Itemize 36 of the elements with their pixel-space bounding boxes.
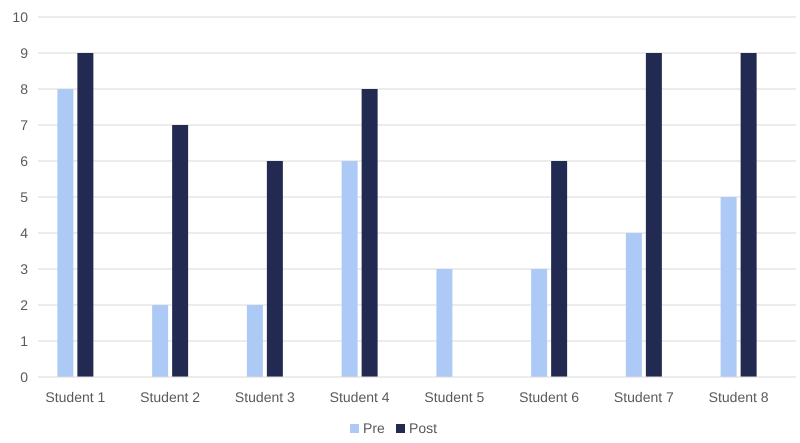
bar [172,125,188,377]
x-tick-label: Student 6 [519,389,580,405]
bar [740,53,757,377]
x-tick-label: Student 8 [708,389,769,405]
legend-label: Post [409,420,438,436]
y-tick-label: 1 [20,332,28,349]
bar [57,89,74,377]
y-tick-label: 7 [20,116,28,133]
y-tick-label: 3 [20,260,28,277]
y-tick-label: 6 [20,152,28,169]
bar [362,89,378,377]
bar [626,233,642,377]
y-tick-label: 9 [20,44,28,61]
x-tick-label: Student 4 [330,389,390,405]
y-tick-label: 10 [12,8,28,25]
y-tick-label: 0 [20,368,28,385]
y-tick-label: 8 [20,80,28,97]
x-tick-label: Student 7 [614,389,674,405]
bar [436,269,452,377]
x-tick-label: Student 3 [234,389,296,405]
legend-label: Pre [363,420,385,436]
bar [531,269,548,377]
bar [246,305,263,377]
y-tick-label: 2 [20,296,28,313]
x-tick-label: Student 2 [140,389,200,405]
bar [342,161,358,377]
bar [77,53,94,377]
bar [152,305,168,377]
bar [266,161,283,377]
x-tick-label: Student 5 [424,389,485,405]
bar [551,161,568,377]
y-tick-label: 5 [20,188,28,205]
y-tick-label: 4 [20,224,28,241]
bar [646,53,662,377]
x-tick-label: Student 1 [45,389,106,405]
bar [720,197,737,377]
